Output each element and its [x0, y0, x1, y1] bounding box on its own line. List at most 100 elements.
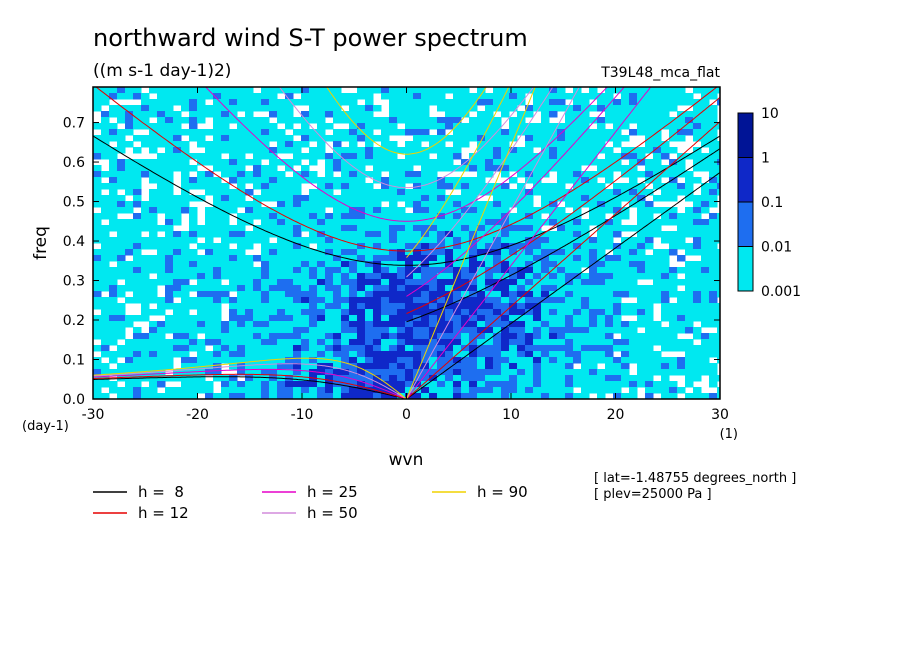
heatmap-cell: [277, 189, 286, 196]
heatmap-cell: [661, 255, 670, 262]
heatmap-cell: [301, 207, 310, 214]
heatmap-cell: [453, 153, 462, 160]
heatmap-cell: [677, 243, 686, 250]
heatmap-cell: [213, 333, 222, 340]
heatmap-cell: [133, 387, 142, 394]
heatmap-cell: [525, 87, 534, 94]
heatmap-cell: [525, 363, 534, 370]
heatmap-cell: [621, 147, 630, 154]
heatmap-cell: [293, 99, 302, 106]
heatmap-cell: [261, 213, 270, 220]
heatmap-cell: [477, 297, 486, 304]
heatmap-cell: [157, 279, 166, 286]
heatmap-cell: [237, 135, 246, 142]
heatmap-cell: [373, 237, 382, 244]
heatmap-cell: [477, 99, 486, 106]
heatmap-cell: [493, 309, 502, 316]
heatmap-cell: [357, 375, 366, 382]
heatmap-cell: [205, 159, 214, 166]
heatmap-cell: [469, 165, 478, 172]
heatmap-cell: [533, 291, 542, 298]
heatmap-cell: [333, 219, 342, 226]
heatmap-cell: [293, 249, 302, 256]
heatmap-cell: [389, 225, 398, 232]
heatmap-cell: [693, 351, 702, 358]
heatmap-cell: [317, 189, 326, 196]
heatmap-cell: [189, 357, 198, 364]
dispersion-curve: [406, 97, 720, 315]
heatmap-cell: [477, 135, 486, 142]
heatmap-cell: [477, 177, 486, 184]
heatmap-cell: [605, 129, 614, 136]
heatmap-cell: [333, 261, 342, 268]
heatmap-cell: [509, 153, 518, 160]
heatmap-cell: [509, 363, 518, 370]
heatmap-cell: [317, 93, 326, 100]
heatmap-cell: [197, 303, 206, 310]
heatmap-cell: [173, 147, 182, 154]
heatmap-cell: [413, 321, 422, 328]
heatmap-cell: [421, 357, 430, 364]
heatmap-cell: [221, 87, 230, 94]
heatmap-cell: [389, 357, 398, 364]
heatmap-cell: [205, 267, 214, 274]
heatmap-cell: [117, 111, 126, 118]
heatmap-cell: [429, 255, 438, 262]
heatmap-cell: [429, 165, 438, 172]
heatmap-cell: [277, 207, 286, 214]
heatmap-cell: [189, 333, 198, 340]
heatmap-cell: [357, 381, 366, 388]
heatmap-cell: [357, 225, 366, 232]
heatmap-cell: [325, 345, 334, 352]
heatmap-cell: [229, 333, 238, 340]
heatmap-cell: [245, 327, 254, 334]
heatmap-cell: [485, 93, 494, 100]
heatmap-cell: [397, 231, 406, 238]
heatmap-cell: [581, 297, 590, 304]
heatmap-cell: [165, 345, 174, 352]
heatmap-cell: [293, 315, 302, 322]
heatmap-cell: [573, 129, 582, 136]
heatmap-cell: [357, 111, 366, 118]
heatmap-cell: [261, 153, 270, 160]
heatmap-cell: [325, 201, 334, 208]
heatmap-cell: [461, 231, 470, 238]
heatmap-cell: [469, 261, 478, 268]
heatmap-cell: [317, 231, 326, 238]
heatmap-cell: [309, 231, 318, 238]
heatmap-cell: [581, 177, 590, 184]
heatmap-cell: [557, 261, 566, 268]
heatmap-cell: [293, 189, 302, 196]
heatmap-cell: [181, 345, 190, 352]
heatmap-cell: [117, 207, 126, 214]
heatmap-cell: [405, 369, 414, 376]
heatmap-cell: [229, 357, 238, 364]
heatmap-cell: [221, 387, 230, 394]
heatmap-cell: [237, 219, 246, 226]
heatmap-cell: [621, 123, 630, 130]
heatmap-cell: [509, 255, 518, 262]
heatmap-cell: [357, 93, 366, 100]
heatmap-cell: [205, 171, 214, 178]
heatmap-cell: [557, 291, 566, 298]
heatmap-cell: [445, 213, 454, 220]
heatmap-cell: [365, 285, 374, 292]
heatmap-cell: [237, 153, 246, 160]
heatmap-cell: [173, 195, 182, 202]
heatmap-cell: [261, 291, 270, 298]
heatmap-cell: [565, 291, 574, 298]
heatmap-cell: [573, 267, 582, 274]
heatmap-cell: [269, 351, 278, 358]
heatmap-cell: [205, 111, 214, 118]
heatmap-cell: [709, 165, 718, 172]
heatmap-cell: [669, 309, 678, 316]
heatmap-cell: [389, 273, 398, 280]
heatmap-cell: [229, 111, 238, 118]
heatmap-cell: [269, 255, 278, 262]
heatmap-cell: [213, 231, 222, 238]
heatmap-cell: [637, 303, 646, 310]
heatmap-cell: [261, 129, 270, 136]
heatmap-cell: [645, 213, 654, 220]
heatmap-cell: [589, 345, 598, 352]
heatmap-cell: [381, 135, 390, 142]
